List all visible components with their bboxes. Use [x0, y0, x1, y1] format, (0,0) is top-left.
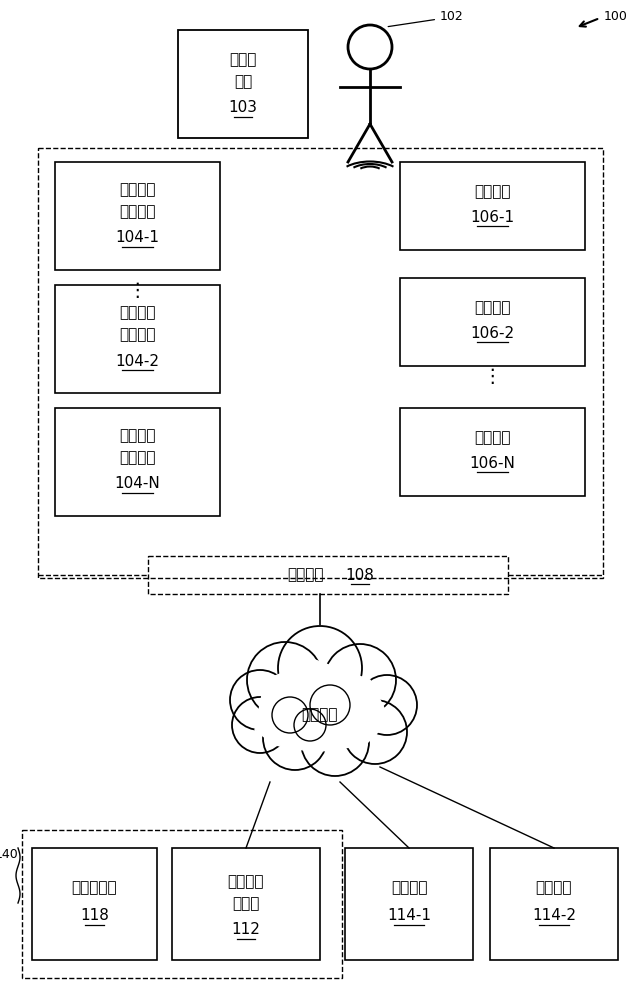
Text: 电子设备: 电子设备	[119, 205, 156, 220]
Bar	[22, 830, 342, 978]
Text: 电子设备: 电子设备	[119, 450, 156, 466]
Text: 可控设备: 可控设备	[474, 184, 511, 200]
Bar	[345, 848, 473, 960]
Text: 电子设备: 电子设备	[119, 328, 156, 342]
Bar	[55, 408, 220, 516]
Bar	[400, 162, 585, 250]
Text: 语音辅助: 语音辅助	[228, 874, 264, 890]
Text: 106-2: 106-2	[470, 326, 515, 340]
Text: 118: 118	[80, 908, 109, 924]
Circle shape	[294, 709, 326, 741]
Text: 语音激活: 语音激活	[119, 182, 156, 198]
Text: 可控设备: 可控设备	[474, 430, 511, 446]
Text: 104-2: 104-2	[115, 354, 160, 368]
Text: 内容主机: 内容主机	[536, 880, 572, 896]
Bar	[38, 148, 603, 578]
Text: 108: 108	[345, 568, 374, 582]
Text: 客户端: 客户端	[229, 52, 256, 68]
Text: 本地网络: 本地网络	[288, 568, 324, 582]
Bar	[55, 285, 220, 393]
Text: 服务器: 服务器	[232, 896, 260, 912]
Text: 语音激活: 语音激活	[119, 428, 156, 444]
Circle shape	[301, 708, 369, 776]
Circle shape	[310, 685, 350, 725]
Bar	[172, 848, 320, 960]
Circle shape	[343, 700, 407, 764]
Bar	[490, 848, 618, 960]
Text: 设备注册表: 设备注册表	[72, 880, 117, 896]
Text: 可控设备: 可控设备	[474, 300, 511, 316]
Text: 112: 112	[231, 922, 260, 938]
Circle shape	[278, 626, 362, 710]
Text: 102: 102	[388, 10, 463, 27]
Circle shape	[324, 644, 396, 716]
Circle shape	[230, 670, 290, 730]
Bar	[32, 848, 157, 960]
Text: 100: 100	[604, 9, 628, 22]
Text: 114-2: 114-2	[532, 908, 576, 924]
Text: 114-1: 114-1	[387, 908, 431, 924]
Bar	[400, 408, 585, 496]
Text: ⋮: ⋮	[483, 366, 503, 385]
Circle shape	[232, 697, 288, 753]
Text: 104-1: 104-1	[115, 231, 160, 245]
Bar	[148, 556, 508, 594]
Circle shape	[272, 697, 308, 733]
Text: 通信网络: 通信网络	[302, 708, 338, 722]
Text: 110: 110	[306, 728, 335, 742]
Circle shape	[357, 675, 417, 735]
Text: ⋮: ⋮	[128, 280, 147, 300]
Text: 140: 140	[0, 848, 18, 861]
Bar	[55, 162, 220, 270]
Text: 103: 103	[228, 101, 258, 115]
Bar	[178, 30, 308, 138]
Text: 语音激活: 语音激活	[119, 306, 156, 320]
Circle shape	[263, 706, 327, 770]
Text: 106-1: 106-1	[470, 210, 515, 225]
Bar	[400, 278, 585, 366]
Text: 106-N: 106-N	[470, 456, 515, 471]
Text: 内容主机: 内容主机	[391, 880, 428, 896]
Polygon shape	[255, 660, 390, 752]
Text: 设备: 设备	[234, 75, 252, 90]
Text: 104-N: 104-N	[115, 477, 160, 491]
Circle shape	[247, 642, 323, 718]
